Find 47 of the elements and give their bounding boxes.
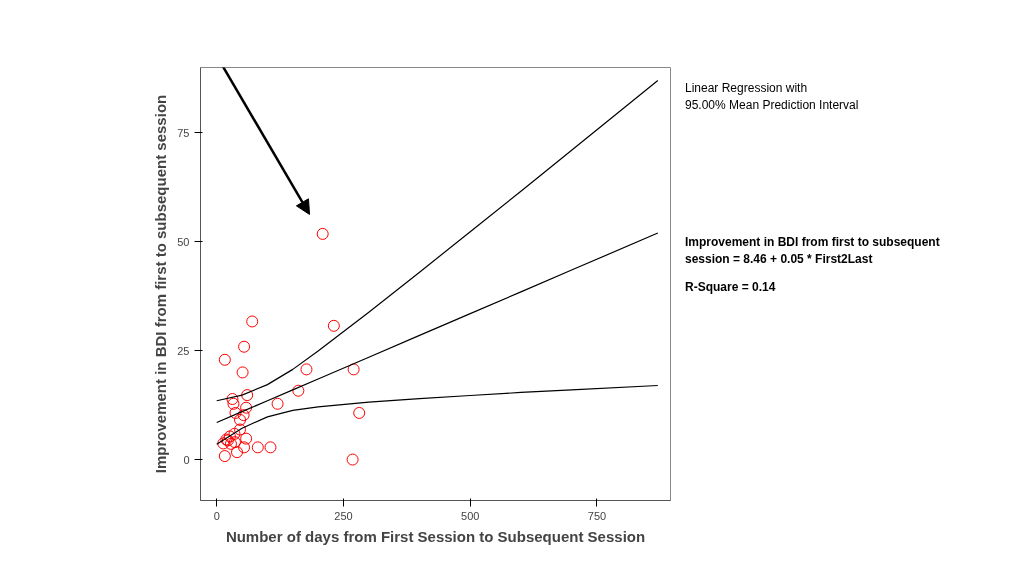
point <box>234 423 247 436</box>
point <box>237 409 250 422</box>
x-tick-label: 750 <box>587 509 607 522</box>
point <box>231 446 243 459</box>
point <box>227 397 240 410</box>
point <box>353 406 366 419</box>
text: Improvement in BDI from first to subsequent session = 8.46 + 0.05 * First2Last <box>685 234 940 269</box>
point <box>347 363 360 376</box>
x-tick-label: 250 <box>334 509 353 522</box>
point <box>217 437 230 450</box>
point <box>240 401 253 414</box>
line-series <box>216 384 659 445</box>
point <box>346 453 359 466</box>
point <box>238 441 251 454</box>
point <box>292 384 305 397</box>
point <box>246 315 259 328</box>
point <box>234 413 247 426</box>
point <box>327 319 340 332</box>
point <box>218 450 231 463</box>
line-series <box>216 79 659 402</box>
x-axis-title: Number of days from First Session to Subsequent Session <box>225 527 646 545</box>
point <box>300 363 313 376</box>
y-tick-label: 0 <box>183 453 190 466</box>
point <box>236 366 249 379</box>
point <box>264 441 277 454</box>
point <box>226 393 239 405</box>
point <box>223 430 236 443</box>
y-axis-title: Improvement in BDI from first to subsequent session <box>152 94 170 474</box>
text: R-Square = 0.14 <box>685 278 776 296</box>
point <box>238 340 251 353</box>
y-tick-label: 75 <box>177 126 190 139</box>
point <box>218 353 231 366</box>
point <box>271 397 284 410</box>
x-tick-label: 0 <box>213 509 220 522</box>
y-tick-label: 50 <box>177 235 190 248</box>
line-series <box>216 232 659 424</box>
point <box>316 227 329 240</box>
point <box>228 436 241 449</box>
point <box>241 389 254 402</box>
point <box>251 441 264 454</box>
point <box>224 437 237 450</box>
point <box>229 406 242 419</box>
x-tick-label: 500 <box>461 509 480 522</box>
point <box>240 432 253 445</box>
text: Linear Regression with 95.00% Mean Prediction Interval <box>685 80 859 115</box>
y-tick-label: 25 <box>177 344 190 357</box>
point <box>228 427 241 440</box>
